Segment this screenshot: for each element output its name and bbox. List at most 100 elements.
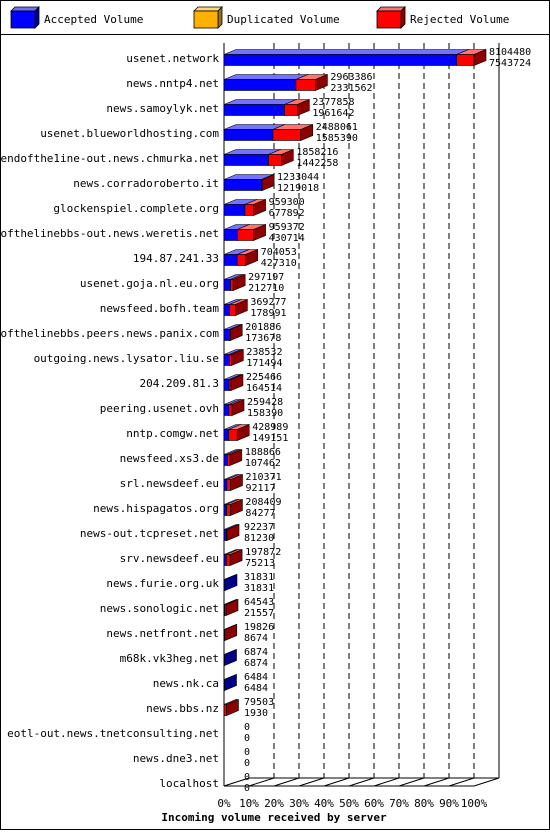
category-label: usenet.goja.nl.eu.org xyxy=(80,277,219,290)
x-tick-label: 40% xyxy=(314,797,334,810)
floor-tick xyxy=(223,777,250,787)
value-label-accepted: 92117 xyxy=(245,483,275,494)
value-label-total: 2488061 xyxy=(316,122,358,133)
value-label-accepted: 171494 xyxy=(246,358,282,369)
value-label-total: 2963386 xyxy=(330,72,372,83)
value-label-accepted: 75213 xyxy=(245,558,275,569)
bar-rejected xyxy=(295,74,328,91)
category-label: srl.newsdeef.eu xyxy=(120,477,219,490)
bar-rejected xyxy=(228,374,244,391)
value-label-accepted: 178991 xyxy=(250,308,286,319)
legend-swatch-rejected xyxy=(376,10,402,29)
category-label: 194.87.241.33 xyxy=(133,252,219,265)
bar-rejected-front xyxy=(226,479,231,491)
value-label-total: 92237 xyxy=(244,522,274,533)
category-label: news.nk.ca xyxy=(153,677,219,690)
bar-accepted-front xyxy=(223,254,238,266)
value-label-total: 79503 xyxy=(244,697,274,708)
bar-rejected xyxy=(226,499,243,516)
bar-rejected xyxy=(226,474,243,491)
floor-tick xyxy=(398,777,425,787)
bar-rejected-side xyxy=(231,349,244,366)
x-tick-label: 80% xyxy=(414,797,434,810)
bar-accepted-front xyxy=(223,454,228,466)
value-label-total: 0 xyxy=(244,747,250,758)
bar-rejected-side xyxy=(229,324,243,341)
x-tick-label: 70% xyxy=(389,797,409,810)
bar-rejected-front xyxy=(268,154,282,166)
bar-rejected-side xyxy=(225,599,239,616)
legend-item-duplicated: Duplicated Volume xyxy=(193,6,340,29)
category-labels: usenet.network news.nntp4.net news.samoyly… xyxy=(0,52,219,790)
bar-accepted-front xyxy=(223,129,274,141)
bar-rejected-front xyxy=(227,454,231,466)
category-label: newsfeed.bofh.team xyxy=(100,302,220,315)
bar-rejected-side xyxy=(253,224,266,241)
category-label: news.dne3.net xyxy=(133,752,219,765)
category-label: eotl-out.news.tnetconsulting.net xyxy=(7,727,219,740)
bar-rejected-front xyxy=(295,79,316,91)
bar-rejected-side xyxy=(230,374,244,391)
value-label-accepted: 1442258 xyxy=(296,158,338,169)
bar-rejected xyxy=(230,274,246,291)
bar-rejected-front xyxy=(229,304,236,316)
value-label-accepted: 677892 xyxy=(269,208,305,219)
bar-accepted-front xyxy=(223,329,230,341)
x-tick-label: 60% xyxy=(364,797,384,810)
grid xyxy=(223,43,500,787)
bar-rejected xyxy=(244,199,266,216)
bar-rejected xyxy=(227,449,243,466)
value-label-accepted: 430714 xyxy=(269,233,305,244)
bar-rejected xyxy=(223,624,238,641)
floor-tick xyxy=(448,777,475,787)
bar-rejected-side xyxy=(232,274,246,291)
bar-accepted-front xyxy=(223,504,227,516)
category-label: news.hispagatos.org xyxy=(93,502,219,515)
bar-accepted xyxy=(223,574,238,591)
value-label-total: 19826 xyxy=(244,622,274,633)
bar-rejected xyxy=(228,424,250,441)
value-label-total: 64543 xyxy=(244,597,274,608)
value-label-accepted: 173678 xyxy=(245,333,281,344)
value-label-total: 197872 xyxy=(245,547,281,558)
x-tick-label: 0% xyxy=(217,797,231,810)
bar-rejected-side xyxy=(224,624,238,641)
legend: Accepted Volume Duplicated Volume Reject… xyxy=(10,6,509,29)
bar-accepted-side xyxy=(224,674,237,691)
bar-rejected xyxy=(261,174,275,191)
bar-rejected-side xyxy=(226,524,240,541)
value-label-total: 0 xyxy=(244,772,250,783)
bar-accepted xyxy=(223,74,309,91)
value-label-total: 6874 xyxy=(244,647,268,658)
bars xyxy=(223,49,487,716)
value-label-accepted: 158390 xyxy=(247,408,283,419)
bar-rejected xyxy=(228,349,244,366)
bar-rejected-side xyxy=(236,424,250,441)
x-axis-title: Incoming volume received by server xyxy=(161,811,387,824)
value-label-total: 210371 xyxy=(245,472,281,483)
bar-accepted-front xyxy=(223,404,230,416)
bar-rejected-front xyxy=(226,504,231,516)
bar-rejected-side xyxy=(231,399,245,416)
bar-rejected-side xyxy=(315,74,328,91)
bar-rejected-front xyxy=(236,229,254,241)
bar-rejected-front xyxy=(244,204,254,216)
bar-rejected xyxy=(226,524,240,541)
bar-accepted-front xyxy=(223,554,227,566)
bar-rejected-side xyxy=(229,549,243,566)
bar-rejected-side xyxy=(253,199,266,216)
value-label-accepted: 427310 xyxy=(261,258,297,269)
bar-accepted-front xyxy=(223,54,458,66)
value-label-accepted: 212710 xyxy=(248,283,284,294)
bar-rejected xyxy=(226,549,243,566)
legend-label-duplicated: Duplicated Volume xyxy=(227,13,340,26)
floor-tick xyxy=(248,777,275,787)
value-label-accepted: 1585390 xyxy=(316,133,358,144)
bar-rejected-side xyxy=(473,49,487,66)
value-label-total: 208409 xyxy=(245,497,281,508)
bar-rejected xyxy=(272,124,314,141)
category-label: news.nntp4.net xyxy=(126,77,219,90)
category-label: peering.usenet.ovh xyxy=(100,402,219,415)
